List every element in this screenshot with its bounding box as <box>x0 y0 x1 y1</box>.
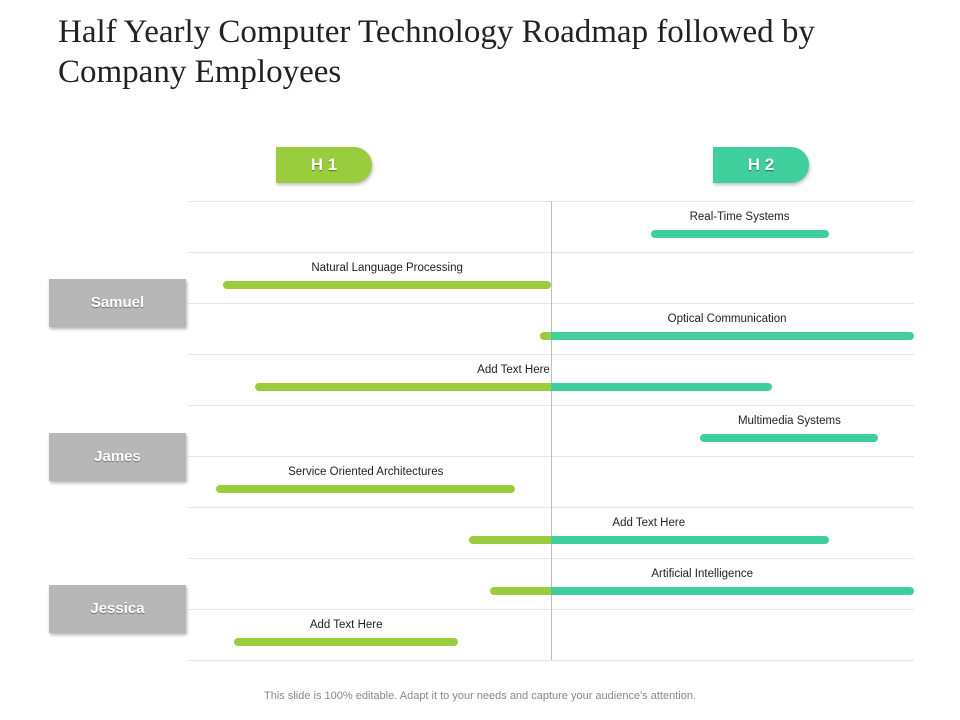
person-samuel: Samuel <box>49 279 186 327</box>
task-label: Add Text Here <box>309 619 383 631</box>
page-title: Half Yearly Computer Technology Roadmap … <box>58 14 815 90</box>
task-bar-h1 <box>223 281 551 289</box>
person-james: James <box>49 433 186 481</box>
task-bar-h1 <box>469 536 551 544</box>
task-bar-h2 <box>700 434 879 442</box>
task-label: Service Oriented Architectures <box>288 466 444 478</box>
phase-h1-label: H 1 <box>276 147 372 183</box>
task-bar-h1 <box>540 332 551 340</box>
task-label: Add Text Here <box>612 517 686 529</box>
task-label: Artificial Intelligence <box>651 568 753 580</box>
task-label: Natural Language Processing <box>311 262 463 274</box>
task-bar-h2 <box>551 383 772 391</box>
task-bar-h2 <box>650 230 829 238</box>
task-label: Real-Time Systems <box>689 211 790 223</box>
footer-note: This slide is 100% editable. Adapt it to… <box>264 690 696 702</box>
task-label: Add Text Here <box>477 364 550 376</box>
task-bar-h1 <box>490 587 551 595</box>
task-bar-h2 <box>551 536 829 544</box>
task-label: Multimedia Systems <box>737 415 841 427</box>
task-bar-h1 <box>234 638 459 646</box>
task-bar-h1 <box>216 485 516 493</box>
row-divider <box>188 660 914 661</box>
task-label: Optical Communication <box>667 313 787 325</box>
task-bar-h2 <box>551 587 914 595</box>
task-bar-h2 <box>551 332 914 340</box>
half-year-divider <box>551 201 552 660</box>
person-jessica: Jessica <box>49 585 186 633</box>
task-bar-h1 <box>255 383 551 391</box>
phase-h2-label: H 2 <box>713 147 809 183</box>
